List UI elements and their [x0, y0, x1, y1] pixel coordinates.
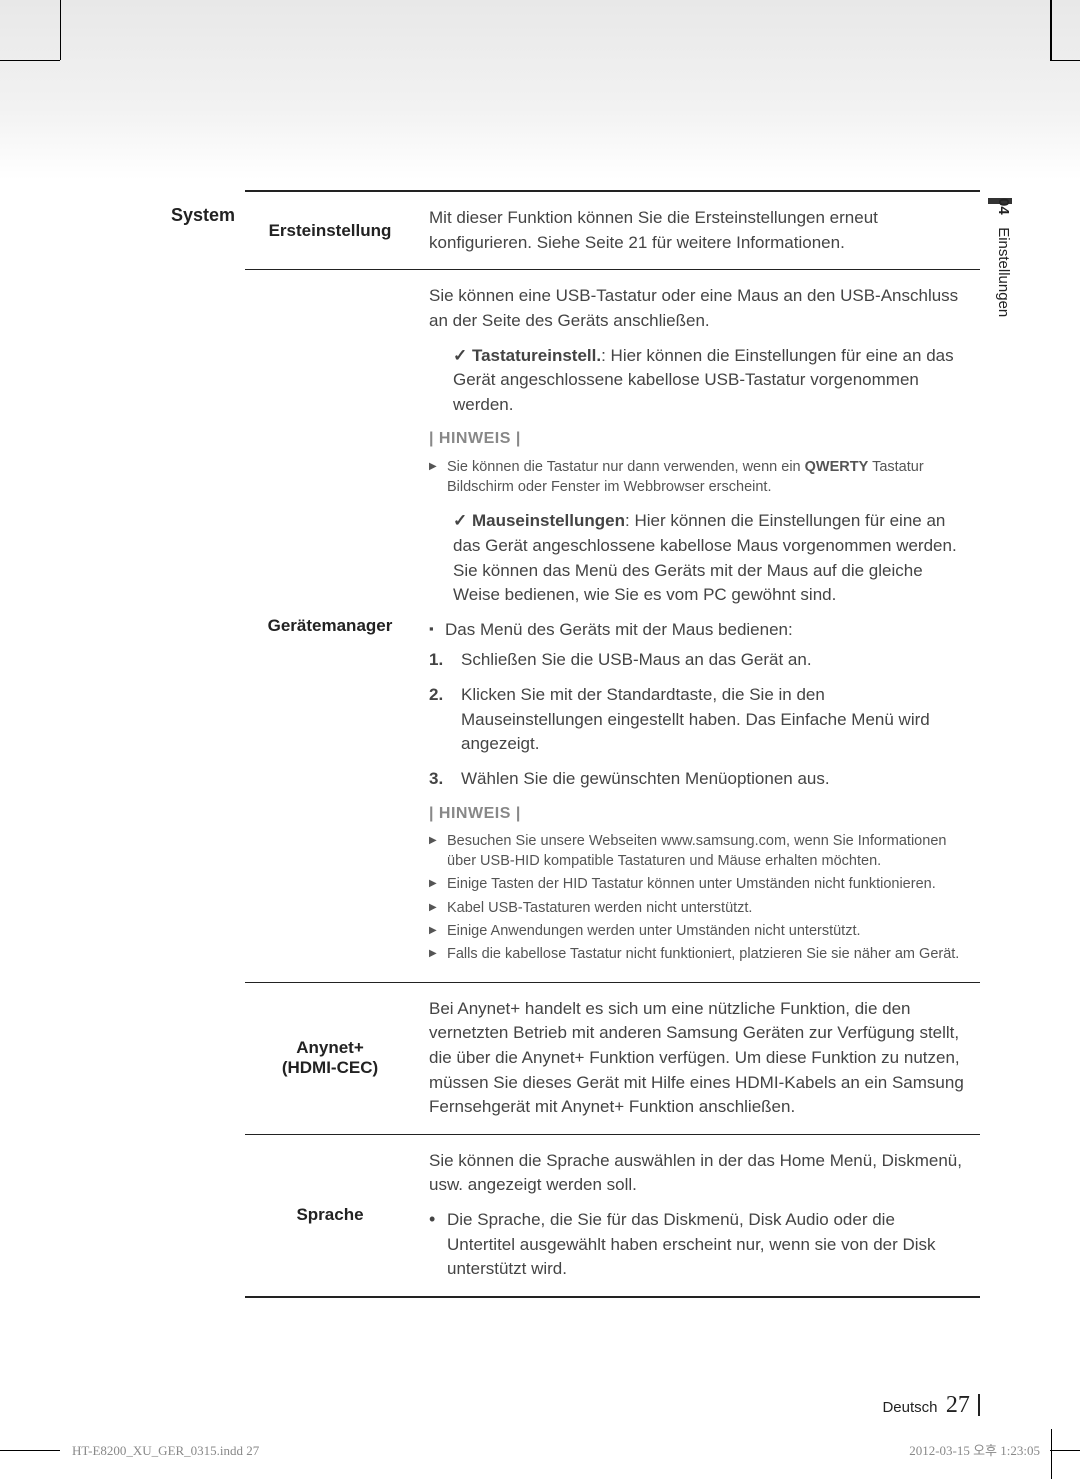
row-label-ersteinstellung: Ersteinstellung [245, 191, 415, 270]
check-icon: ✓ [453, 511, 472, 530]
side-tab-label: Einstellungen [995, 227, 1012, 317]
row-desc-geraetemanager: Sie können eine USB-Tastatur oder eine M… [415, 270, 980, 982]
mouse-heading: Das Menü des Geräts mit der Maus bediene… [429, 618, 966, 643]
gm-intro: Sie können eine USB-Tastatur oder eine M… [429, 284, 966, 333]
step-3: Wählen Sie die gewünschten Menüoptionen … [429, 767, 966, 792]
row-label-anynet: Anynet+ (HDMI-CEC) [245, 982, 415, 1134]
category-heading: System [115, 191, 245, 1297]
side-tab-number: 04 [995, 198, 1012, 215]
sprache-desc: Sie können die Sprache auswählen in der … [429, 1149, 966, 1198]
anynet-label-1: Anynet+ [259, 1038, 401, 1058]
mouse-label: Mauseinstellungen [472, 511, 625, 530]
mouse-steps: Schließen Sie die USB-Maus an das Gerät … [429, 648, 966, 791]
hinweis-label-2: | HINWEIS | [429, 802, 966, 825]
gm-notes2: Besuchen Sie unsere Webseiten www.samsun… [429, 831, 966, 965]
row-label-geraetemanager: Gerätemanager [245, 270, 415, 982]
page-footer: Deutsch 27 [882, 1392, 980, 1419]
settings-table: System Ersteinstellung Mit dieser Funkti… [115, 190, 980, 1298]
row-desc-sprache: Sie können die Sprache auswählen in der … [415, 1134, 980, 1297]
row-desc-anynet: Bei Anynet+ handelt es sich um eine nütz… [415, 982, 980, 1134]
row-label-sprache: Sprache [245, 1134, 415, 1297]
sprache-bullet: Die Sprache, die Sie für das Diskmenü, D… [429, 1208, 966, 1282]
note2-5: Falls die kabellose Tastatur nicht funkt… [429, 944, 966, 964]
print-info-right: 2012-03-15 오후 1:23:05 [909, 1440, 1040, 1459]
print-info-left: HT-E8200_XU_GER_0315.indd 27 [72, 1443, 259, 1459]
hinweis-label-1: | HINWEIS | [429, 427, 966, 450]
row-desc-ersteinstellung: Mit dieser Funktion können Sie die Erste… [415, 191, 980, 270]
keyboard-note-list: Sie können die Tastatur nur dann verwend… [429, 457, 966, 498]
footer-bar-icon [978, 1394, 980, 1416]
keyboard-note: Sie können die Tastatur nur dann verwend… [429, 457, 966, 498]
gm-mouse: ✓ Mauseinstellungen: Hier können die Ein… [429, 509, 966, 608]
anynet-label-2: (HDMI-CEC) [259, 1058, 401, 1078]
footer-page: 27 [946, 1392, 970, 1418]
keyboard-label: Tastatureinstell. [472, 346, 601, 365]
note2-2: Einige Tasten der HID Tastatur können un… [429, 874, 966, 894]
gm-keyboard: ✓ Tastatureinstell.: Hier können die Ein… [429, 344, 966, 418]
note2-1: Besuchen Sie unsere Webseiten www.samsun… [429, 831, 966, 872]
note2-4: Einige Anwendungen werden unter Umstände… [429, 921, 966, 941]
step-1: Schließen Sie die USB-Maus an das Gerät … [429, 648, 966, 673]
step-2: Klicken Sie mit der Standardtaste, die S… [429, 683, 966, 757]
note2-3: Kabel USB-Tastaturen werden nicht unters… [429, 898, 966, 918]
check-icon: ✓ [453, 346, 472, 365]
footer-lang: Deutsch [882, 1399, 937, 1416]
side-tab: 04 Einstellungen [995, 198, 1012, 317]
